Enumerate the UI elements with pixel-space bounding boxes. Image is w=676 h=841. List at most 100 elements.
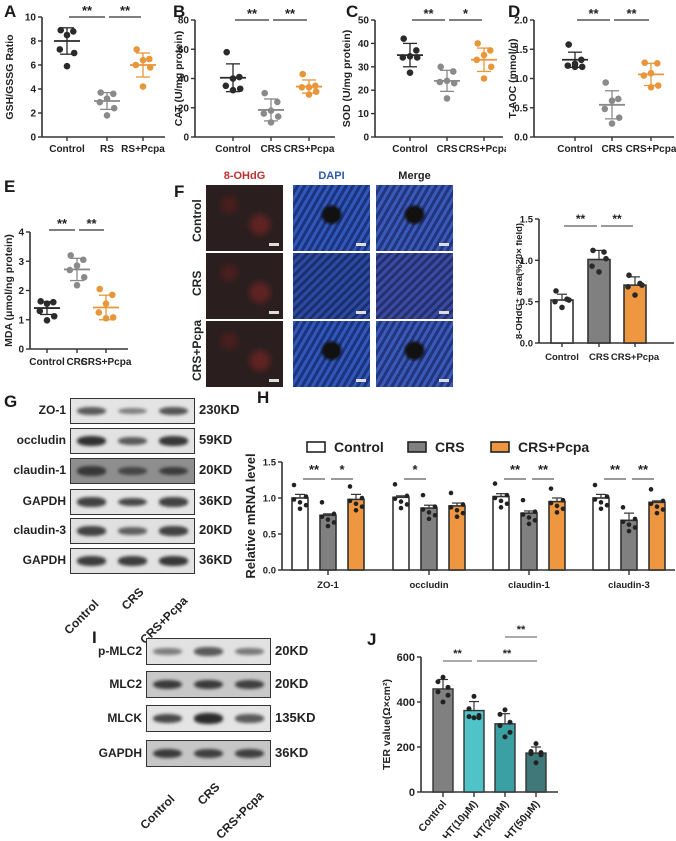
chart-h: Control CRS CRS+Pcpa 0.0 0.5 1.0 1.5 Relative m… bbox=[243, 439, 675, 591]
svg-text:CAT (U/mg protein): CAT (U/mg protein) bbox=[173, 31, 185, 126]
blot-band bbox=[117, 556, 148, 566]
svg-text:6: 6 bbox=[30, 61, 36, 72]
blot-strip bbox=[70, 458, 195, 484]
svg-text:CRS: CRS bbox=[589, 352, 609, 363]
svg-text:claudin-3: claudin-3 bbox=[608, 580, 650, 591]
microscopy-header-merge: Merge bbox=[398, 170, 431, 182]
blot-lane-label: CRS bbox=[194, 779, 223, 808]
chart-a: 0 2 4 6 8 10 GSH/GSSG Ratio Control RS RS+Pcpa ** *… bbox=[4, 3, 165, 155]
svg-text:80: 80 bbox=[178, 16, 190, 27]
blot-strip bbox=[70, 428, 195, 454]
blot-band bbox=[117, 407, 148, 415]
svg-text:*: * bbox=[412, 462, 418, 477]
svg-text:SOD (U/mg protein): SOD (U/mg protein) bbox=[341, 30, 353, 127]
svg-text:**: ** bbox=[423, 6, 434, 21]
blot-band bbox=[158, 406, 189, 416]
blot-band bbox=[193, 647, 224, 656]
panel-letter-h: H bbox=[257, 388, 270, 407]
blot-kd-label: 135KD bbox=[275, 709, 316, 725]
svg-text:3: 3 bbox=[18, 257, 24, 268]
svg-text:**: ** bbox=[285, 6, 296, 21]
microscopy-image bbox=[206, 253, 283, 319]
svg-text:2.0: 2.0 bbox=[514, 16, 528, 27]
svg-text:Control: Control bbox=[545, 352, 579, 363]
microscopy-image bbox=[206, 185, 283, 251]
svg-text:**: ** bbox=[86, 216, 97, 231]
blot-protein-label: claudin-3 bbox=[13, 523, 66, 537]
svg-text:**: ** bbox=[517, 624, 526, 636]
svg-text:0: 0 bbox=[18, 345, 24, 356]
microscopy-image bbox=[376, 185, 453, 251]
svg-text:0: 0 bbox=[30, 133, 36, 144]
blot-kd-label: 59KD bbox=[199, 432, 233, 447]
scale-bar bbox=[439, 243, 449, 246]
svg-text:**: ** bbox=[247, 6, 258, 21]
microscopy-image bbox=[376, 321, 453, 387]
svg-text:600: 600 bbox=[397, 652, 415, 664]
svg-text:2: 2 bbox=[18, 286, 24, 297]
svg-text:CRS+Pcpa: CRS+Pcpa bbox=[81, 357, 132, 368]
blot-protein-label: GAPDH bbox=[22, 553, 66, 567]
blot-band bbox=[76, 556, 107, 566]
microscopy-row-label: CRS+Pcpa bbox=[190, 320, 204, 382]
blot-band bbox=[76, 436, 107, 446]
svg-text:CRS+Pcpa: CRS+Pcpa bbox=[611, 352, 660, 363]
svg-text:Control: Control bbox=[392, 144, 428, 155]
svg-text:1.5: 1.5 bbox=[520, 215, 534, 226]
svg-text:8-OHdG⁺ area(%20× field): 8-OHdG⁺ area(%20× field) bbox=[516, 223, 525, 339]
blot-protein-label: p-MLC2 bbox=[98, 643, 142, 658]
svg-text:40: 40 bbox=[358, 39, 370, 50]
svg-text:0.0: 0.0 bbox=[514, 133, 528, 144]
blot-strip bbox=[146, 638, 271, 665]
svg-text:Control: Control bbox=[557, 144, 593, 155]
blot-protein-label: ZO-1 bbox=[38, 403, 66, 417]
blot-band bbox=[193, 679, 224, 690]
blot-band bbox=[117, 527, 148, 535]
svg-text:Control: Control bbox=[49, 144, 85, 155]
blot-kd-label: 36KD bbox=[199, 493, 233, 508]
svg-text:40: 40 bbox=[178, 74, 190, 85]
panel-letter-g: G bbox=[4, 392, 18, 411]
svg-text:1.0: 1.0 bbox=[263, 494, 276, 505]
chart-c: 0 10 20 30 40 50 SOD (U/mg protein) Control CRS C… bbox=[341, 6, 506, 155]
svg-text:CRS: CRS bbox=[436, 144, 457, 155]
blot-protein-label: MLCK bbox=[107, 710, 142, 725]
blot-strip bbox=[70, 489, 195, 515]
svg-text:CRS+Pcpa: CRS+Pcpa bbox=[626, 144, 676, 155]
svg-text:10: 10 bbox=[358, 109, 370, 120]
svg-text:0.5: 0.5 bbox=[263, 530, 277, 541]
svg-text:0.0: 0.0 bbox=[263, 566, 276, 577]
svg-text:Relative mRNA level: Relative mRNA level bbox=[243, 453, 258, 578]
microscopy-image bbox=[293, 253, 370, 319]
svg-text:0: 0 bbox=[363, 133, 369, 144]
svg-text:RS+Pcpa: RS+Pcpa bbox=[121, 144, 165, 155]
blot-kd-label: 20KD bbox=[199, 522, 233, 537]
svg-text:20: 20 bbox=[358, 86, 370, 97]
blot-protein-label: GAPDH bbox=[22, 494, 66, 508]
blot-kd-label: 230KD bbox=[199, 402, 240, 417]
blot-band bbox=[193, 713, 224, 724]
svg-text:*: * bbox=[463, 6, 469, 21]
blot-strip bbox=[70, 518, 195, 544]
panel-letter-a: A bbox=[4, 2, 17, 21]
svg-text:200: 200 bbox=[397, 742, 415, 754]
blot-band bbox=[234, 679, 265, 690]
svg-text:10: 10 bbox=[25, 13, 37, 24]
svg-text:CRS: CRS bbox=[260, 144, 281, 155]
blot-strip bbox=[146, 740, 271, 767]
svg-text:**: ** bbox=[576, 212, 586, 226]
scale-bar bbox=[269, 243, 279, 246]
chart-b: 0 20 40 60 80 CAT (U/mg protein) Control CRS CRS… bbox=[173, 6, 335, 155]
svg-text:**: ** bbox=[626, 6, 637, 21]
blot-strip bbox=[146, 705, 271, 732]
svg-text:TER value(Ω×cm²): TER value(Ω×cm²) bbox=[381, 679, 393, 770]
svg-text:2: 2 bbox=[30, 109, 36, 120]
scale-bar bbox=[356, 243, 366, 246]
svg-text:CRS: CRS bbox=[66, 357, 87, 368]
svg-text:60: 60 bbox=[178, 45, 190, 56]
svg-text:0.0: 0.0 bbox=[520, 339, 533, 350]
microscopy-row-label: CRS bbox=[190, 270, 204, 297]
chart-f-bar: 0.0 0.5 1.0 1.58-OHdG⁺ area(%20× field) Cont… bbox=[516, 212, 674, 363]
scale-bar bbox=[356, 311, 366, 314]
